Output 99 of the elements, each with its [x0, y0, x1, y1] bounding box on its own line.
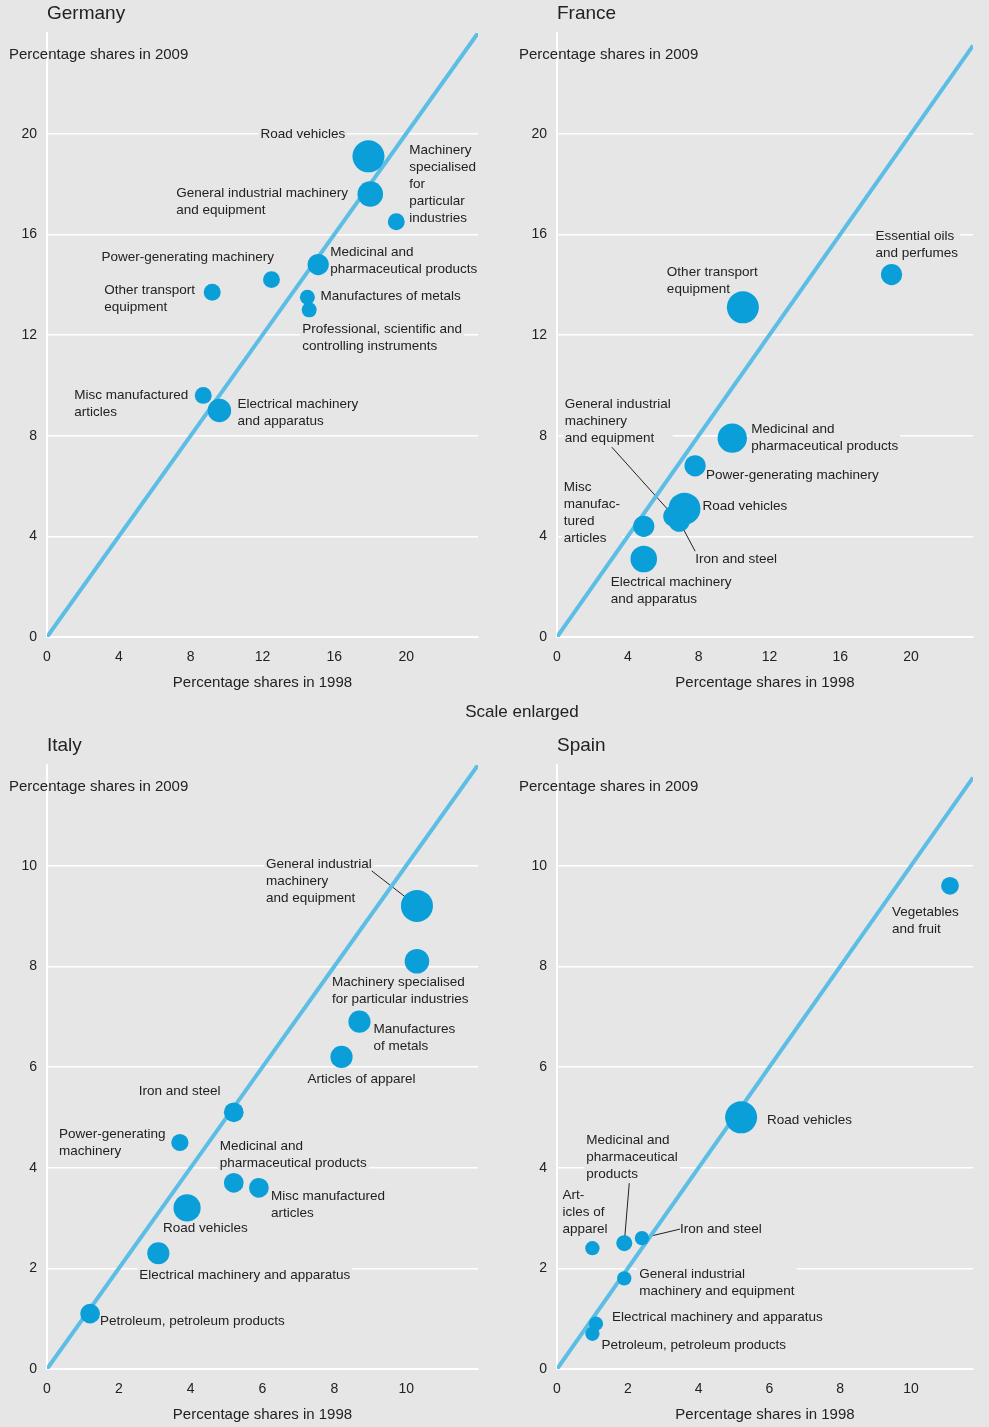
chart-title: Germany [47, 1, 126, 23]
y-tick-label: 16 [531, 225, 548, 242]
y-tick-label: 4 [539, 1158, 548, 1175]
x-axis-title: Percentage shares in 1998 [172, 1405, 353, 1423]
annotation: Road vehicles [260, 125, 346, 141]
x-tick-label: 10 [903, 1380, 920, 1397]
annotation: Medicinal and pharmaceutical products [751, 420, 899, 453]
annotation: Iron and steel [679, 1220, 762, 1236]
y-tick-label: 10 [21, 856, 38, 873]
annotation: Essential oils and perfumes [875, 228, 959, 261]
x-tick-label: 6 [258, 1380, 267, 1397]
chart-title: Spain [557, 733, 606, 755]
x-tick-label: 0 [43, 1380, 52, 1397]
x-tick-label: 0 [553, 1380, 562, 1397]
annotation: Road vehicles [163, 1220, 249, 1236]
annotation: Machinery specialised for particular industries [409, 142, 477, 226]
y-tick-label: 20 [531, 124, 548, 141]
x-tick-label: 0 [43, 648, 52, 665]
y-tick-label: 12 [531, 325, 548, 342]
annotation: General industrial machinery and equipment [265, 856, 372, 906]
chart-title: Italy [47, 733, 83, 755]
annotation: Electrical machinery and apparatus [611, 1309, 824, 1325]
annotation: Iron and steel [138, 1082, 221, 1098]
x-tick-label: 16 [832, 648, 849, 665]
annotation: Other transport equipment [666, 263, 758, 296]
annotation: Misc manufac- tured articles [563, 478, 621, 545]
y-tick-label: 20 [21, 124, 38, 141]
y-tick-label: 8 [539, 426, 548, 443]
x-tick-label: 6 [765, 1380, 774, 1397]
x-tick-label: 12 [761, 648, 778, 665]
annotation: Machinery specialised for particular industries [331, 973, 469, 1006]
x-tick-label: 20 [398, 648, 415, 665]
x-tick-label: 4 [623, 648, 632, 665]
x-tick-label: 8 [694, 648, 703, 665]
annotation: Misc manufactured articles [270, 1188, 385, 1221]
annotation: Road vehicles [702, 498, 788, 514]
annotation: Power-generating machinery [58, 1125, 166, 1158]
y-axis-title: Percentage shares in 2009 [519, 44, 699, 62]
y-axis-title: Percentage shares in 2009 [9, 44, 189, 62]
x-tick-label: 8 [186, 648, 195, 665]
x-axis-title: Percentage shares in 1998 [172, 673, 353, 691]
y-tick-label: 16 [21, 225, 38, 242]
y-tick-label: 0 [539, 627, 548, 644]
x-tick-label: 2 [114, 1380, 123, 1397]
x-tick-label: 2 [623, 1380, 632, 1397]
y-tick-label: 6 [29, 1057, 38, 1074]
annotation: Art- icles of apparel [562, 1186, 608, 1236]
annotation: General industrial machinery and equipment [176, 184, 349, 217]
x-tick-label: 4 [186, 1380, 195, 1397]
annotation: Petroleum, petroleum products [601, 1337, 787, 1353]
annotation: Manufactures of metals [373, 1021, 456, 1054]
annotation: Power-generating machinery [706, 467, 879, 483]
x-axis-title: Percentage shares in 1998 [675, 1405, 855, 1423]
x-tick-label: 12 [254, 648, 271, 665]
y-tick-label: 4 [29, 527, 38, 544]
y-tick-label: 4 [539, 527, 548, 544]
x-tick-label: 0 [553, 648, 562, 665]
annotation: Electrical machinery and apparatus [237, 395, 359, 428]
annotation: Articles of apparel [307, 1071, 416, 1087]
annotation: Iron and steel [695, 550, 777, 566]
y-tick-label: 12 [21, 325, 38, 342]
x-axis-title: Percentage shares in 1998 [675, 673, 855, 691]
x-tick-label: 8 [330, 1380, 339, 1397]
y-tick-label: 0 [539, 1359, 548, 1376]
y-tick-label: 6 [539, 1057, 548, 1074]
x-tick-label: 20 [903, 648, 920, 665]
annotation: Misc manufactured articles [74, 386, 189, 419]
annotation: Electrical machinery and apparatus [610, 574, 732, 607]
y-tick-label: 2 [539, 1259, 548, 1276]
annotation: Professional, scientific and controlling instruments [302, 321, 463, 354]
annotation: Medicinal and pharmaceutical products [219, 1138, 368, 1171]
annotation: Petroleum, petroleum products [100, 1313, 285, 1329]
annotation: Other transport equipment [104, 281, 196, 314]
y-tick-label: 0 [29, 1359, 38, 1376]
annotation: Electrical machinery and apparatus [139, 1266, 351, 1282]
y-tick-label: 2 [29, 1259, 38, 1276]
annotation: General industrial machinery and equipment [564, 395, 671, 445]
y-tick-label: 8 [539, 957, 548, 974]
x-tick-label: 4 [694, 1380, 703, 1397]
annotation: General industrial machinery and equipment [639, 1265, 795, 1298]
x-tick-label: 10 [398, 1380, 415, 1397]
y-tick-label: 8 [29, 426, 38, 443]
x-tick-label: 8 [836, 1380, 845, 1397]
annotation: Medicinal and pharmaceutical products [330, 244, 478, 276]
y-axis-title: Percentage shares in 2009 [9, 776, 189, 794]
y-axis-title: Percentage shares in 2009 [519, 776, 699, 794]
y-tick-label: 4 [29, 1158, 38, 1175]
y-tick-label: 10 [531, 856, 548, 873]
annotation: Power-generating machinery [101, 249, 275, 265]
y-tick-label: 8 [29, 957, 38, 974]
annotation: Manufactures of metals [320, 287, 461, 303]
annotation: Medicinal and pharmaceutical products [586, 1131, 678, 1181]
annotation: Vegetables and fruit [891, 904, 960, 937]
annotation: Road vehicles [767, 1111, 853, 1127]
y-tick-label: 0 [29, 627, 38, 644]
x-tick-label: 4 [114, 648, 123, 665]
chart-title: France [557, 1, 617, 23]
text: Scale enlarged [464, 702, 580, 722]
x-tick-label: 16 [326, 648, 343, 665]
